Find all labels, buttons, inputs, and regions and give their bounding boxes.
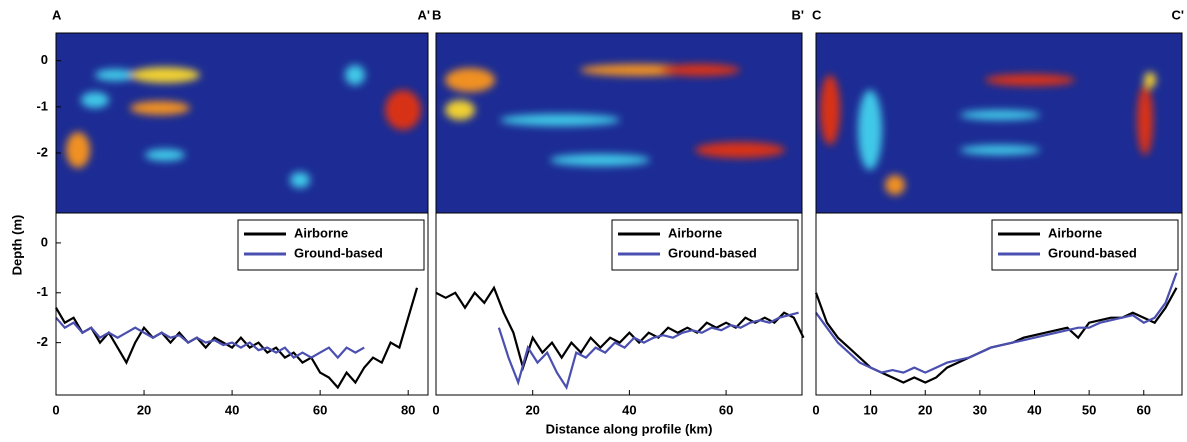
x-tick-label: 40 [1027, 402, 1041, 417]
series-line [55, 287, 419, 390]
x-tick-label: 60 [313, 402, 327, 417]
series-line [435, 285, 805, 372]
radargram-a [56, 33, 428, 213]
y-tick-label: 0 [41, 52, 48, 67]
profile-end-label: C' [1172, 7, 1184, 22]
x-tick-label: 0 [52, 402, 59, 417]
legend-box [611, 219, 799, 271]
y-tick-label: -1 [36, 98, 48, 113]
x-tick-label: 50 [1082, 402, 1096, 417]
profile-start-label: B [432, 7, 441, 22]
legend-label: Airborne [668, 225, 722, 240]
legend-label: Ground-based [1048, 245, 1137, 260]
panel-frame [55, 212, 429, 396]
x-tick-label: 80 [401, 402, 415, 417]
legend-label: Ground-based [668, 245, 757, 260]
x-tick-label: 30 [973, 402, 987, 417]
y-tick-label: -2 [36, 334, 48, 349]
series-line [497, 311, 799, 391]
x-axis-label: Distance along profile (km) [546, 421, 713, 436]
legend-box [237, 219, 425, 271]
x-tick-label: 0 [812, 402, 819, 417]
x-tick-label: 0 [432, 402, 439, 417]
y-tick-label: 0 [41, 234, 48, 249]
profile-start-label: C [812, 7, 822, 22]
profile-end-label: A' [418, 7, 430, 22]
y-tick-label: -1 [36, 284, 48, 299]
x-tick-label: 20 [525, 402, 539, 417]
x-tick-label: 10 [863, 402, 877, 417]
profile-end-label: B' [792, 7, 804, 22]
radargram-b [436, 33, 802, 213]
legend-label: Airborne [294, 225, 348, 240]
legend-label: Airborne [1048, 225, 1102, 240]
legend-label: Ground-based [294, 245, 383, 260]
x-tick-label: 60 [1137, 402, 1151, 417]
x-tick-label: 40 [622, 402, 636, 417]
y-axis-label: Depth (m) [9, 215, 24, 276]
legend-box [991, 219, 1179, 271]
radargram-c [816, 33, 1182, 213]
x-tick-label: 60 [719, 402, 733, 417]
x-tick-label: 20 [918, 402, 932, 417]
profile-start-label: A [52, 7, 62, 22]
panel-frame [815, 212, 1183, 396]
x-tick-label: 40 [225, 402, 239, 417]
series-line [815, 272, 1178, 374]
panel-frame [435, 212, 803, 396]
x-tick-label: 20 [137, 402, 151, 417]
y-tick-label: -2 [36, 144, 48, 159]
series-line [55, 316, 365, 360]
